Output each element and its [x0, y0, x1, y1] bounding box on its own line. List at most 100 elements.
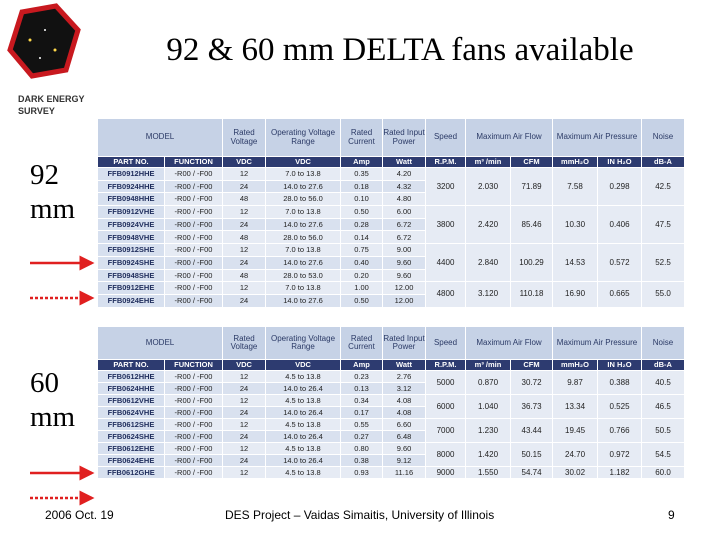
cell: 0.10 — [340, 192, 384, 207]
shared-cell: 40.5 — [641, 370, 686, 395]
header-cell: Rated Current — [340, 118, 384, 157]
shared-cell: 85.46 — [510, 205, 554, 245]
footer-text: DES Project – Vaidas Simaitis, Universit… — [225, 508, 495, 522]
cell: 0.34 — [340, 394, 384, 407]
part-number: FFB0612SHE — [97, 418, 165, 431]
cell: -R00 / -F00 — [163, 205, 224, 219]
part-number: FFB0612VHE — [97, 394, 165, 407]
cell: 0.23 — [340, 370, 384, 383]
header-cell: Maximum Air Flow — [465, 118, 554, 157]
shared-cell: 14.53 — [552, 243, 599, 283]
shared-cell: 3200 — [425, 166, 467, 207]
header-cell: MODEL — [96, 326, 224, 360]
logo-star — [53, 48, 57, 52]
spec-table: MODEL Rated Voltage Operating Voltage Rang… — [96, 118, 686, 308]
header-cell: Maximum Air Pressure — [552, 326, 643, 360]
subheader-cell: m³ /min — [465, 156, 512, 168]
logo-star — [28, 38, 32, 42]
part-number: FFB0612GHE — [97, 466, 165, 479]
shared-cell: 0.665 — [597, 281, 643, 308]
cell: 7.0 to 13.8 — [265, 205, 342, 219]
cell: 9.60 — [382, 255, 427, 270]
shared-cell: 50.15 — [510, 442, 554, 467]
shared-cell: 30.02 — [552, 466, 599, 479]
data-row: FFB0612GHE -R00 / -F00 12 4.5 to 13.8 0.93 11… — [97, 466, 686, 479]
shared-cell: 16.90 — [552, 281, 599, 308]
subheader-cell: R.P.M. — [425, 359, 467, 371]
shared-cell: 42.5 — [641, 166, 686, 207]
cell: 0.50 — [340, 293, 384, 308]
cell: 24 — [222, 179, 267, 194]
header-row: MODEL Rated Voltage Operating Voltage Rang… — [96, 326, 686, 360]
shared-cell: 3.120 — [465, 281, 512, 308]
header-cell: Speed — [425, 118, 467, 157]
cell: 9.60 — [382, 442, 427, 455]
part-number: FFB0924VHE — [97, 217, 165, 232]
header-cell: Speed — [425, 326, 467, 360]
shared-cell: 30.72 — [510, 370, 554, 395]
cell: 6.60 — [382, 418, 427, 431]
shared-cell: 46.5 — [641, 394, 686, 419]
shared-cell: 43.44 — [510, 418, 554, 443]
header-cell: Noise — [641, 118, 686, 157]
part-number: FFB0624VHE — [97, 406, 165, 419]
part-number: FFB0912VHE — [97, 205, 165, 219]
cell: 14.0 to 27.6 — [265, 217, 342, 232]
part-number: FFB0924SHE — [97, 255, 165, 270]
section-label: 92 mm — [30, 159, 76, 225]
subheader-row: PART NO. FUNCTION VDC VDC Amp Watt R.P.M. m³ /m… — [97, 359, 686, 371]
cell: 0.20 — [340, 268, 384, 283]
part-number: FFB0912SHE — [97, 243, 165, 257]
shared-cell: 50.5 — [641, 418, 686, 443]
cell: 24 — [222, 430, 267, 443]
cell: 6.00 — [382, 205, 427, 219]
shared-cell: 13.34 — [552, 394, 599, 419]
cell: 14.0 to 26.4 — [265, 454, 342, 467]
subheader-cell: CFM — [510, 359, 554, 371]
header-cell: Operating Voltage Range — [265, 118, 342, 157]
data-row: FFB0624VHE -R00 / -F00 24 14.0 to 26.4 0.17 4… — [97, 406, 685, 419]
header-cell: Maximum Air Flow — [465, 326, 554, 360]
subheader-cell: VDC — [222, 156, 267, 168]
cell: 9.12 — [382, 454, 427, 467]
subheader-cell: VDC — [265, 359, 342, 371]
logo-text: DARK ENERGY — [18, 94, 85, 104]
subheader-cell: CFM — [510, 156, 554, 168]
cell: 14.0 to 27.6 — [265, 179, 342, 194]
part-number: FFB0612EHE — [97, 442, 165, 455]
logo-star — [39, 57, 41, 59]
shared-cell: 3800 — [425, 205, 467, 245]
part-number: FFB0612HHE — [97, 370, 165, 383]
subheader-cell: mmH₂O — [552, 359, 599, 371]
cell: 0.14 — [340, 230, 384, 245]
shared-cell: 0.298 — [597, 166, 643, 207]
data-row: FFB0612HHE -R00 / -F00 12 4.5 to 13.8 0.23 2.… — [97, 370, 686, 395]
header-cell: Rated Input Power — [382, 118, 427, 157]
cell: 7.0 to 13.8 — [265, 243, 342, 257]
cell: 4.80 — [382, 192, 427, 207]
shared-cell: 2.030 — [465, 166, 512, 207]
subheader-cell: IN H₂O — [597, 156, 643, 168]
cell: 14.0 to 27.6 — [265, 293, 342, 308]
cell: 48 — [222, 268, 267, 283]
subheader-cell: Watt — [382, 359, 427, 371]
cell: 9.00 — [382, 243, 427, 257]
cell: 4.5 to 13.8 — [265, 394, 342, 407]
shared-cell: 4800 — [425, 281, 467, 308]
subheader-cell: dB-A — [641, 359, 686, 371]
shared-cell: 0.870 — [465, 370, 512, 395]
cell: -R00 / -F00 — [163, 454, 224, 467]
data-row: FFB0912VHE -R00 / -F00 12 7.0 to 13.8 0.50 6.… — [97, 205, 686, 245]
data-row: FFB0924EHE -R00 / -F00 24 14.0 to 27.6 0.50 1… — [97, 293, 685, 308]
cell: 0.13 — [340, 382, 384, 395]
cell: 0.27 — [340, 430, 384, 443]
header-cell: Rated Input Power — [382, 326, 427, 360]
data-row: FFB0624HHE -R00 / -F00 24 14.0 to 26.4 0.13 3… — [97, 382, 685, 395]
footer-date: 2006 Oct. 19 — [45, 508, 114, 522]
cell: 2.76 — [382, 370, 427, 383]
cell: 4.08 — [382, 406, 427, 419]
shared-cell: 2.840 — [465, 243, 512, 283]
subheader-cell: IN H₂O — [597, 359, 643, 371]
part-number: FFB0924EHE — [97, 293, 165, 308]
logo: DARK ENERGY SURVEY — [7, 3, 85, 116]
